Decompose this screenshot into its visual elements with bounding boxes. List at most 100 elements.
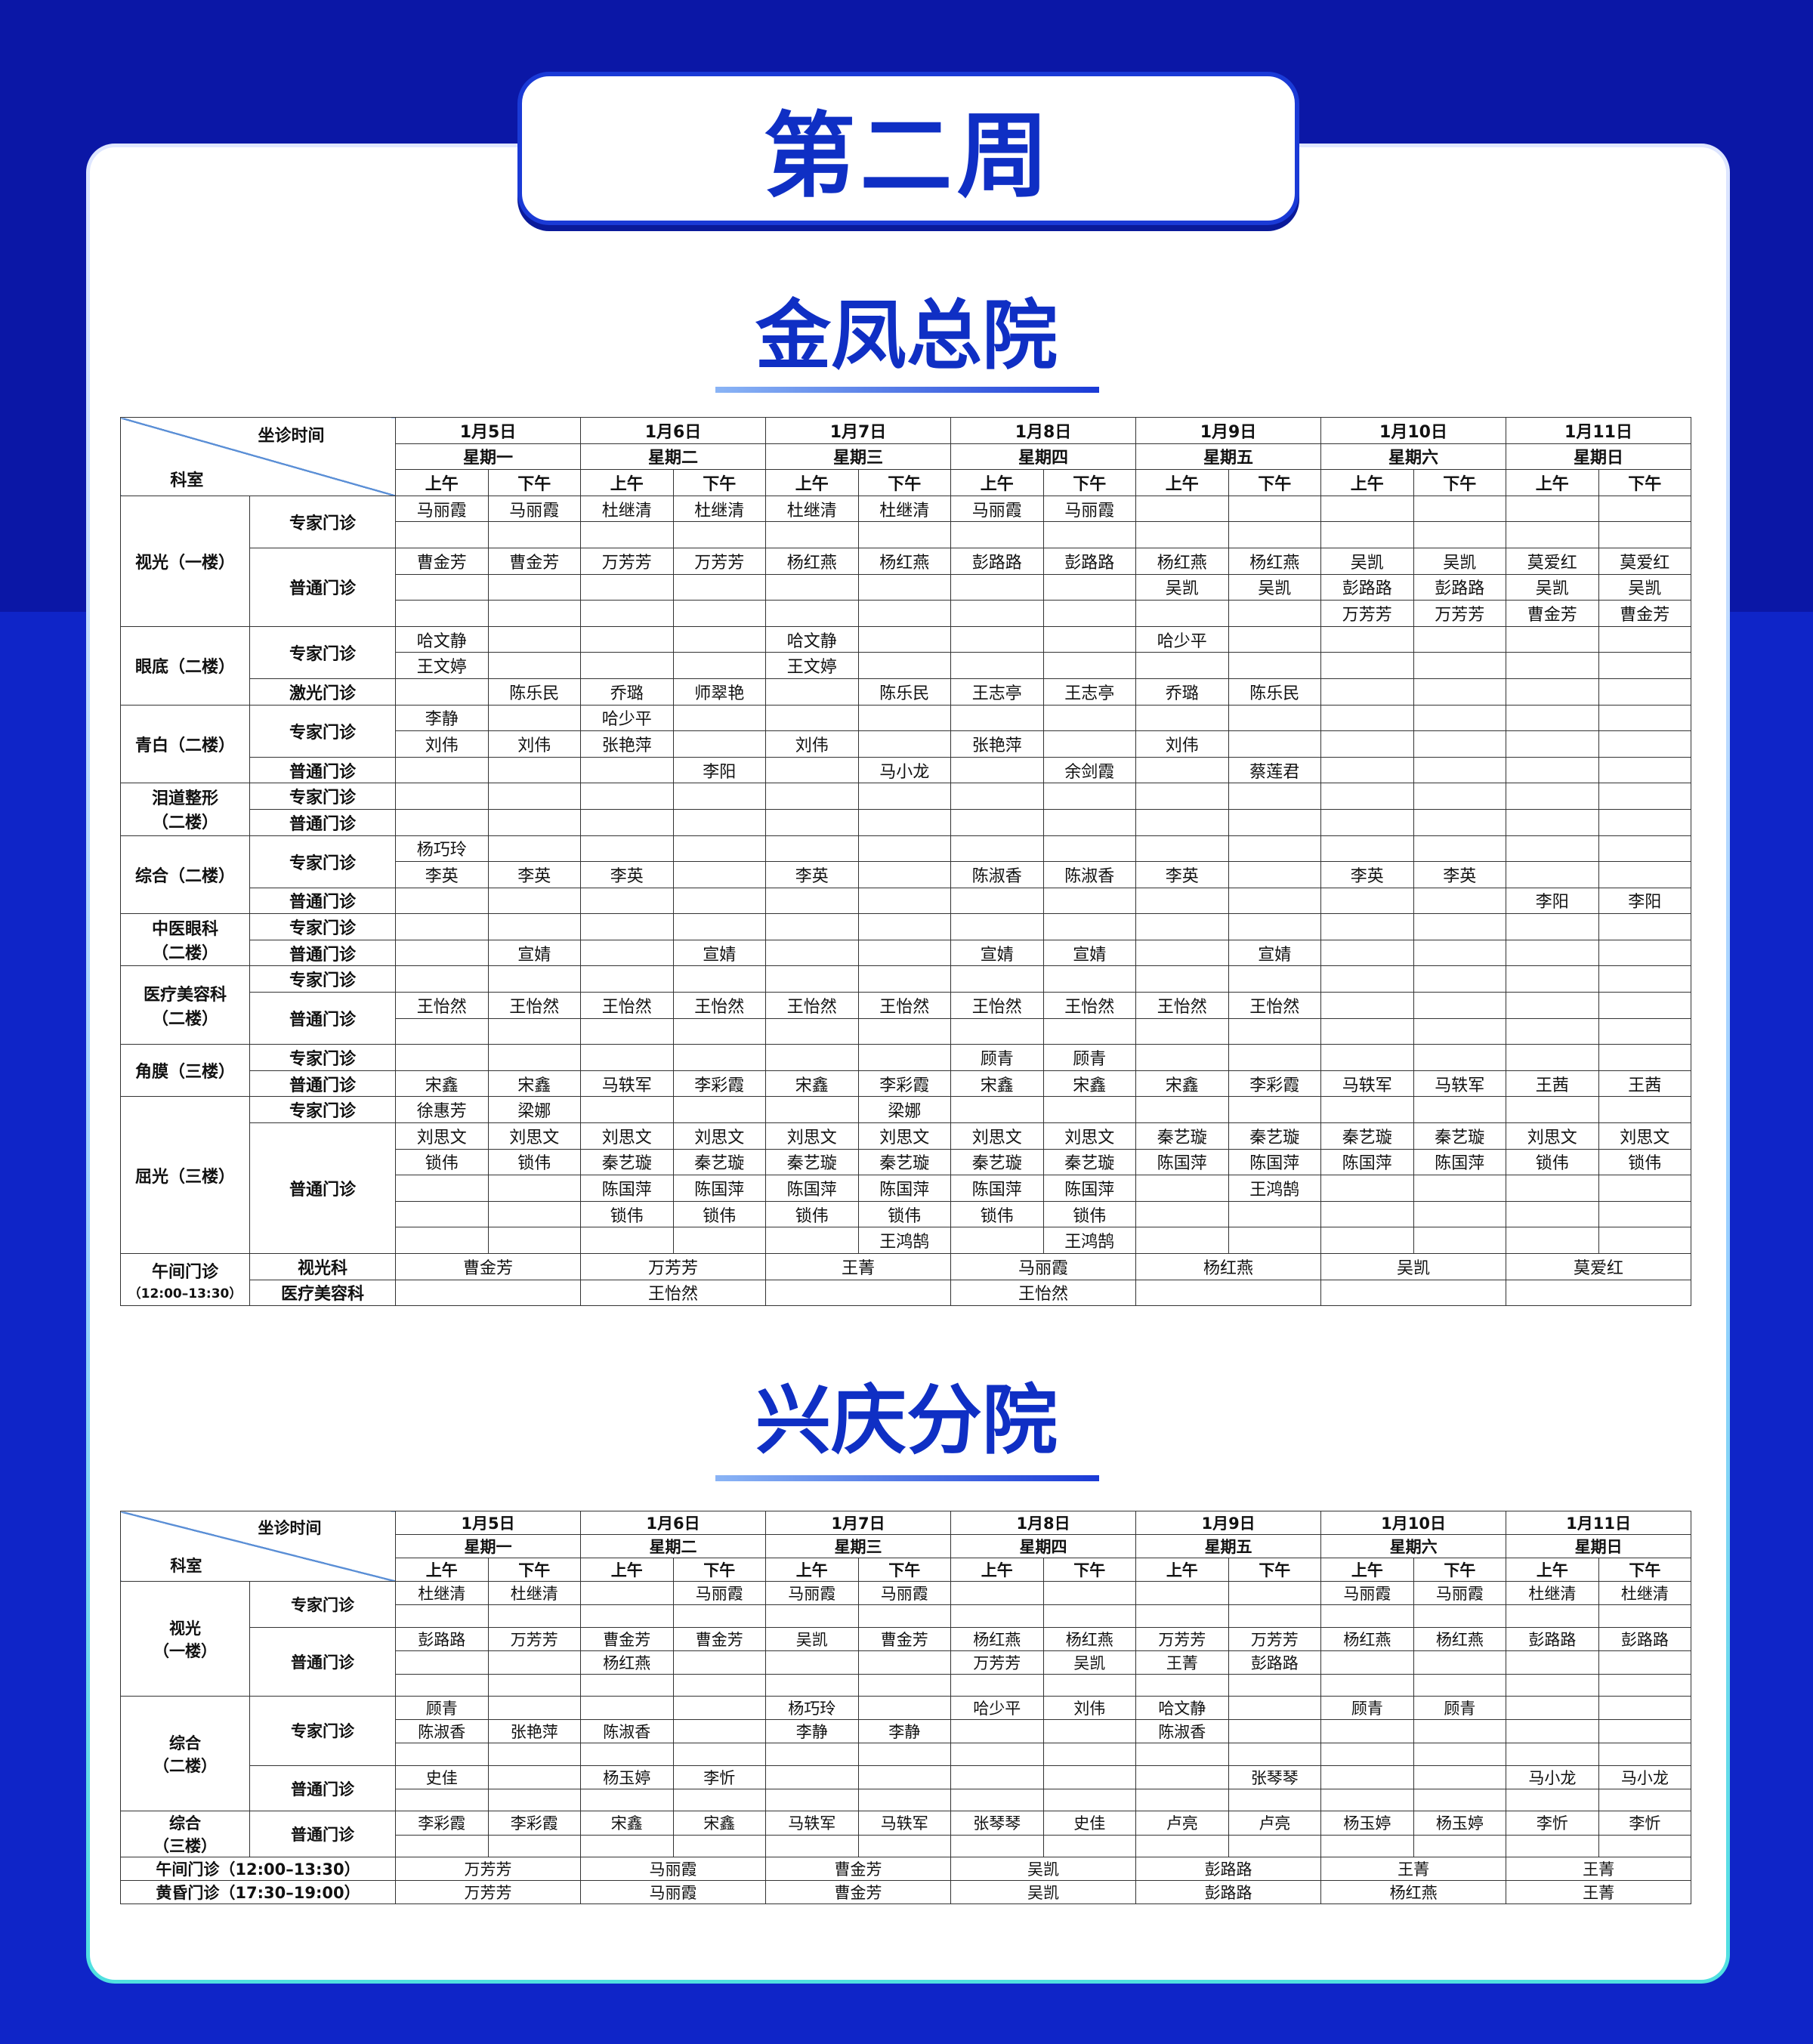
weekday-cell: 星期日: [1506, 443, 1691, 471]
doctor-cell: [580, 756, 674, 784]
doctor-cell: 杜继清: [672, 495, 766, 523]
corner-dept: 科室: [170, 471, 204, 490]
schedule-row: 陈淑香 张艳萍 陈淑香 李静 李静 陈淑香: [121, 1719, 1692, 1744]
doctor-cell: 宋鑫: [672, 1811, 767, 1836]
doctor-cell: 马轶军: [1413, 1070, 1506, 1098]
doctor-cell: [395, 1650, 489, 1675]
dept-cell: 角膜（三楼）: [120, 1044, 250, 1098]
doctor-cell: [1320, 652, 1414, 679]
doctor-cell: 杨玉婷: [580, 1765, 674, 1789]
date-cell: 1月7日: [765, 417, 951, 444]
doctor-cell: [857, 1743, 952, 1766]
doctor-cell: [1320, 1227, 1414, 1254]
doctor-cell: [1135, 965, 1229, 993]
doctor-cell: [1506, 1743, 1599, 1766]
table-body: 坐诊时间 科室 1月5日 1月6日 1月7日 1月8日 1月9日 1月10日 1月11日 星期一星…: [120, 1511, 1692, 1905]
extra-row: 午间门诊（12:00–13:30） 万芳芳 马丽霞 曹金芳 吴凯 彭路路 王菁 王菁: [120, 1857, 1692, 1882]
dept-name: 视光（一楼）: [134, 553, 235, 573]
doctor-cell: 杨巧玲: [765, 1696, 859, 1721]
doctor-cell: [1228, 1696, 1322, 1721]
doctor-cell: [857, 887, 951, 915]
doctor-cell: 宋鑫: [487, 1070, 581, 1098]
doctor-cell: [395, 1604, 489, 1628]
clinic-type: 普通门诊: [249, 547, 396, 627]
doctor-cell: 秦艺璇: [765, 1148, 859, 1176]
schedule-row: 普通门诊 曹金芳 曹金芳 万芳芳 万芳芳 杨红燕 杨红燕 彭路路 彭路路 杨红燕 杨红燕 吴凯 吴凯 莫爱…: [121, 547, 1691, 627]
doctor-cell: [1598, 1604, 1692, 1628]
doctor-cell: 彭路路: [1135, 1857, 1322, 1882]
clinic-type: 专家门诊: [249, 913, 396, 940]
doctor-cell: [1506, 992, 1599, 1019]
doctor-cell: [950, 1017, 1044, 1045]
doctor-cell: [1320, 1096, 1414, 1124]
doctor-cell: 彭路路: [395, 1626, 489, 1651]
doctor-cell: 锁伟: [950, 1200, 1044, 1228]
doctor-cell: [1413, 939, 1506, 967]
doctor-cell: [672, 1227, 766, 1254]
doctor-cell: 哈文静: [395, 625, 489, 653]
doctor-cell: [1135, 600, 1229, 627]
period-cell: 下午: [857, 1558, 952, 1582]
doctor-cell: 陈国萍: [765, 1175, 859, 1202]
clinic-type: 专家门诊: [249, 704, 396, 758]
doctor-cell: [580, 652, 674, 679]
doctor-cell: [1228, 625, 1321, 653]
doctor-cell: 杜继清: [580, 495, 674, 523]
doctor-cell: 刘伟: [395, 730, 489, 758]
doctor-cell: 王鸿鹄: [1042, 1227, 1136, 1254]
doctor-cell: 万芳芳: [1413, 600, 1506, 627]
doctor-cell: 曹金芳: [765, 1857, 952, 1882]
doctor-cell: [765, 965, 859, 993]
doctor-cell: 卢亮: [1135, 1811, 1229, 1836]
doctor-cell: 马丽霞: [765, 1581, 859, 1605]
header-row: 上午 下午 上午 下午 上午 下午 上午 下午 上午 下午 上午 下午 上午 下午: [121, 469, 1691, 496]
date-cell: 1月11日: [1506, 1511, 1692, 1535]
doctor-cell: [580, 1788, 674, 1812]
schedule-row: 屈光（三楼） 专家门诊 徐惠芳 梁娜 梁娜: [120, 1096, 1691, 1254]
doctor-cell: 杜继清: [765, 495, 859, 523]
doctor-cell: 马丽霞: [395, 495, 489, 523]
doctor-cell: 李英: [1320, 861, 1414, 888]
doctor-cell: 李静: [765, 1719, 859, 1744]
doctor-cell: 李英: [765, 861, 859, 888]
doctor-cell: [672, 600, 766, 627]
doctor-cell: [1413, 992, 1506, 1019]
doctor-cell: [1135, 521, 1229, 548]
section-title: 兴庆分院: [755, 1376, 1058, 1465]
period-cell: 下午: [1228, 469, 1321, 496]
schedule-row: 眼底（二楼） 专家门诊 哈文静 哈文静 哈少平: [120, 625, 1691, 706]
doctor-cell: [857, 1604, 952, 1628]
doctor-cell: 梁娜: [487, 1096, 581, 1124]
doctor-cell: [672, 1604, 767, 1628]
date-cell: 1月8日: [950, 1511, 1137, 1535]
doctor-cell: [487, 600, 581, 627]
doctor-cell: [765, 1765, 859, 1789]
doctor-cell: [857, 965, 951, 993]
doctor-cell: 李英: [580, 861, 674, 888]
doctor-cell: [487, 887, 581, 915]
doctor-cell: [765, 887, 859, 915]
clinic-type: 专家门诊: [249, 1696, 396, 1766]
doctor-cell: 马小龙: [1506, 1765, 1599, 1789]
doctor-cell: 张艳萍: [950, 730, 1044, 758]
clinic-type: 普通门诊: [249, 756, 396, 784]
doctor-cell: [1506, 861, 1599, 888]
period-cell: 下午: [1598, 1558, 1692, 1582]
doctor-cell: [395, 1175, 489, 1202]
doctor-cell: [1228, 1673, 1322, 1697]
doctor-cell: [1042, 1788, 1137, 1812]
doctor-cell: 王怡然: [395, 992, 489, 1019]
doctor-cell: 张琴琴: [950, 1811, 1044, 1836]
schedule-row: 青白（二楼） 专家门诊 李静 哈少平: [120, 704, 1691, 784]
doctor-cell: [1042, 704, 1136, 732]
doctor-cell: 王鸿鹄: [857, 1227, 951, 1254]
dept-name: 综合（二楼）: [134, 866, 235, 886]
schedule-row: [121, 1673, 1692, 1697]
doctor-cell: 李彩霞: [487, 1811, 582, 1836]
doctor-cell: [1135, 1175, 1229, 1202]
dept-name: 眼底（二楼）: [134, 658, 235, 678]
doctor-cell: 锁伟: [487, 1148, 581, 1176]
doctor-cell: [1042, 965, 1136, 993]
doctor-cell: 马丽霞: [1320, 1581, 1414, 1605]
doctor-cell: 曹金芳: [395, 1253, 581, 1280]
